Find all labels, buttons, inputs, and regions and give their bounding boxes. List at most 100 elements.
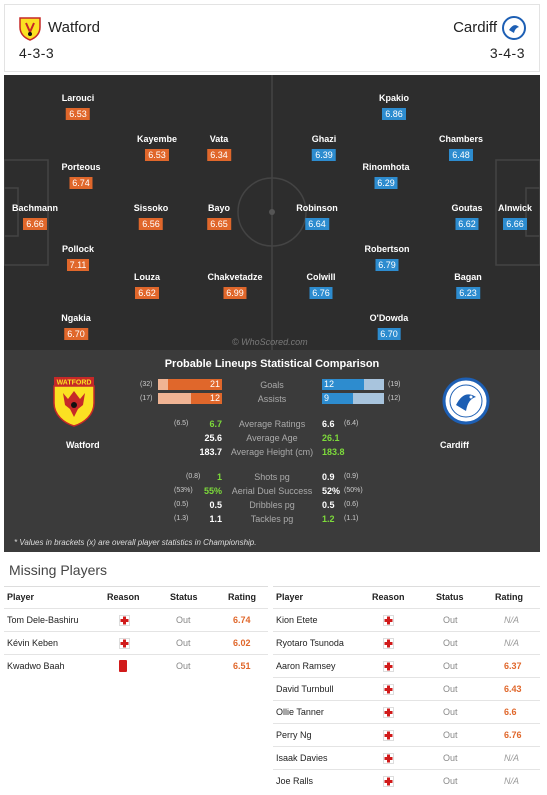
missing-player-name[interactable]: Tom Dele-Bashiru xyxy=(7,615,79,625)
player-name: Ngakia xyxy=(61,313,91,323)
away-value: 183.8 xyxy=(322,447,345,457)
player-rating: 6.39 xyxy=(312,149,336,161)
missing-player-name[interactable]: Ryotaro Tsunoda xyxy=(276,638,344,648)
missing-player-name[interactable]: Isaak Davies xyxy=(276,753,328,763)
home-player-ngakia[interactable]: Ngakia 6.70 xyxy=(61,313,91,342)
injury-cross-icon xyxy=(119,638,130,649)
away-player-bagan[interactable]: Bagan 6.23 xyxy=(454,272,482,301)
away-player-ghazi[interactable]: Ghazi 6.39 xyxy=(312,134,336,163)
home-player-pollock[interactable]: Pollock 7.11 xyxy=(62,244,94,273)
table-row: David Turnbull Out 6.43 xyxy=(273,677,540,700)
away-overall: (50%) xyxy=(344,487,363,494)
away-player-goutas[interactable]: Goutas 6.62 xyxy=(451,203,483,232)
rating-text: 6.51 xyxy=(233,661,251,671)
away-player-alnwick[interactable]: Alnwick 6.66 xyxy=(498,203,532,232)
missing-player-name[interactable]: Kwadwo Baah xyxy=(7,661,65,671)
status-text: Out xyxy=(176,638,191,648)
missing-player-name[interactable]: Perry Ng xyxy=(276,730,312,740)
pitch: Larouci 6.53 Kayembe 6.53 Vata 6.34 Port… xyxy=(4,75,540,350)
rating-text: 6.02 xyxy=(233,638,251,648)
home-overall: (32) xyxy=(140,381,153,388)
player-rating: 6.62 xyxy=(455,218,479,230)
comparison-title: Probable Lineups Statistical Comparison xyxy=(164,358,380,370)
home-overall: (1.3) xyxy=(174,515,189,522)
player-name: Robinson xyxy=(296,203,338,213)
missing-player-name[interactable]: Kévin Keben xyxy=(7,638,59,648)
player-name: Alnwick xyxy=(497,203,533,213)
player-name: Bayo xyxy=(207,203,230,213)
stat-label: Tackles pg xyxy=(250,514,294,524)
player-rating: 6.70 xyxy=(377,328,401,340)
away-formation: 3-4-3 xyxy=(489,45,525,61)
table-row: Joe Ralls Out N/A xyxy=(273,769,540,792)
missing-player-name[interactable]: David Turnbull xyxy=(276,684,334,694)
table-row: Ollie Tanner Out 6.6 xyxy=(273,700,540,723)
home-goals-bar xyxy=(168,379,222,390)
home-value: 183.7 xyxy=(199,447,222,457)
home-overall: (0.5) xyxy=(174,501,189,508)
home-value: 0.5 xyxy=(209,500,222,510)
reason-cell xyxy=(383,747,395,770)
home-overall: (6.5) xyxy=(174,420,189,427)
match-header: Watford 4-3-3 Cardiff 3-4-3 xyxy=(4,4,540,72)
home-player-chakvetadze[interactable]: Chakvetadze 6.99 xyxy=(207,272,263,301)
away-club-label: Cardiff xyxy=(440,440,469,450)
table-row: Aaron Ramsey Out 6.37 xyxy=(273,654,540,677)
reason-cell xyxy=(383,770,395,793)
home-player-louza[interactable]: Louza 6.62 xyxy=(134,272,160,301)
home-value: 55% xyxy=(203,486,222,496)
away-missing-table: Player Reason Status Rating Kion Etete Ou… xyxy=(273,586,540,791)
col-reason: Reason xyxy=(107,592,140,602)
rating-text: N/A xyxy=(504,776,520,786)
away-team-name[interactable]: Cardiff xyxy=(453,19,497,36)
missing-player-name[interactable]: Joe Ralls xyxy=(276,776,314,786)
away-player-kpakio[interactable]: Kpakio 6.86 xyxy=(379,93,409,122)
home-player-bachmann[interactable]: Bachmann 6.66 xyxy=(12,203,58,232)
away-player-colwill[interactable]: Colwill 6.76 xyxy=(307,272,336,301)
col-status: Status xyxy=(170,592,198,602)
reason-cell xyxy=(383,632,395,655)
away-value: 0.9 xyxy=(322,472,335,482)
status-text: Out xyxy=(443,730,458,740)
reason-cell xyxy=(119,609,131,632)
home-value: 25.6 xyxy=(204,433,222,443)
svg-text:WATFORD: WATFORD xyxy=(57,380,92,387)
away-player-chambers[interactable]: Chambers 6.48 xyxy=(439,134,483,163)
player-name: Colwill xyxy=(306,272,336,282)
home-team-name[interactable]: Watford xyxy=(48,19,100,36)
away-player-odowda[interactable]: O'Dowda 6.70 xyxy=(370,313,408,342)
missing-player-name[interactable]: Kion Etete xyxy=(276,615,318,625)
missing-player-name[interactable]: Aaron Ramsey xyxy=(276,661,336,671)
rating-text: 6.37 xyxy=(504,661,522,671)
away-player-rinomhota[interactable]: Rinomhota 6.29 xyxy=(363,162,410,191)
stat-row: (0.5) 0.5 Dribbles pg 0.5 (0.6) xyxy=(4,499,540,511)
home-player-vata[interactable]: Vata 6.34 xyxy=(207,134,231,163)
home-overall: (17) xyxy=(140,395,153,402)
player-name: Larouci xyxy=(61,93,95,103)
missing-player-name[interactable]: Ollie Tanner xyxy=(276,707,324,717)
table-row: Kwadwo Baah Out 6.51 xyxy=(4,654,268,677)
home-player-sissoko[interactable]: Sissoko 6.56 xyxy=(134,203,168,232)
home-player-larouci[interactable]: Larouci 6.53 xyxy=(61,93,95,122)
player-rating: 6.62 xyxy=(135,287,159,299)
home-player-porteous[interactable]: Porteous 6.74 xyxy=(61,162,101,191)
stat-row: 25.6 Average Age 26.1 xyxy=(4,432,540,444)
away-assists-bar xyxy=(322,393,353,404)
away-player-robertson[interactable]: Robertson 6.79 xyxy=(365,244,410,273)
player-rating: 6.53 xyxy=(66,108,90,120)
stat-label: Assists xyxy=(257,394,287,404)
player-rating: 6.66 xyxy=(503,218,527,230)
player-rating: 6.23 xyxy=(456,287,480,299)
home-player-kayembe[interactable]: Kayembe 6.53 xyxy=(137,134,177,163)
lineup-comparison-panel: Probable Lineups Statistical Comparison … xyxy=(4,350,540,552)
player-rating: 6.79 xyxy=(375,259,399,271)
player-name: Robertson xyxy=(364,244,410,254)
player-name: Goutas xyxy=(451,203,483,213)
away-player-robinson[interactable]: Robinson 6.64 xyxy=(296,203,338,232)
home-value: 1 xyxy=(216,472,222,482)
col-rating: Rating xyxy=(228,592,256,602)
reason-cell xyxy=(383,724,395,747)
home-player-bayo[interactable]: Bayo 6.65 xyxy=(207,203,231,232)
stat-label: Average Age xyxy=(246,433,298,443)
rating-text: 6.76 xyxy=(504,730,522,740)
